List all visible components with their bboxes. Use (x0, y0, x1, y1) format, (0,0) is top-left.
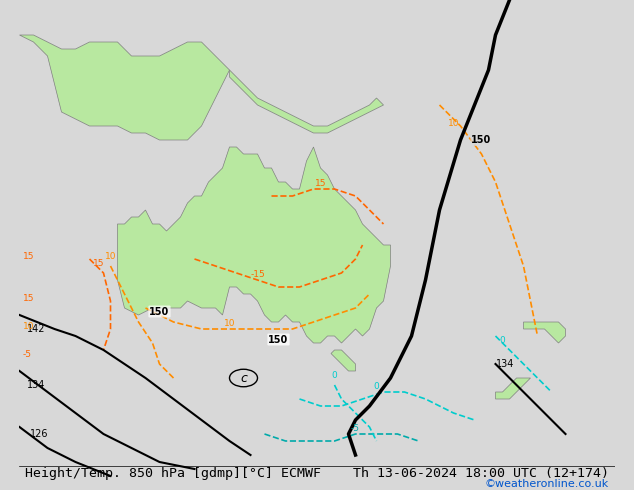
Text: 0: 0 (373, 382, 379, 391)
Text: 15: 15 (314, 178, 327, 188)
Text: 142: 142 (27, 324, 45, 334)
Text: -15: -15 (250, 270, 265, 278)
Text: 150: 150 (471, 135, 491, 145)
Polygon shape (524, 322, 566, 343)
Text: Th 13-06-2024 18:00 UTC (12+174): Th 13-06-2024 18:00 UTC (12+174) (353, 466, 609, 480)
Text: Height/Temp. 850 hPa [gdmp][°C] ECMWF: Height/Temp. 850 hPa [gdmp][°C] ECMWF (25, 466, 321, 480)
Polygon shape (117, 147, 391, 343)
Polygon shape (331, 350, 356, 371)
Text: 134: 134 (496, 359, 514, 369)
Text: 0: 0 (332, 371, 337, 380)
Text: c: c (240, 371, 247, 385)
Polygon shape (496, 378, 531, 399)
Text: ©weatheronline.co.uk: ©weatheronline.co.uk (484, 479, 609, 489)
Polygon shape (230, 70, 384, 133)
Text: 10: 10 (448, 119, 459, 128)
Text: 10: 10 (23, 322, 34, 331)
Text: 134: 134 (27, 380, 45, 390)
Text: 10: 10 (105, 252, 116, 261)
Text: -5: -5 (23, 350, 32, 359)
Text: 150: 150 (268, 335, 288, 344)
Text: 126: 126 (30, 429, 48, 439)
Polygon shape (20, 35, 230, 140)
Text: -5: -5 (351, 423, 360, 433)
Text: 15: 15 (23, 294, 34, 303)
Text: 150: 150 (150, 307, 170, 317)
Text: 0: 0 (500, 336, 505, 345)
Text: 15: 15 (93, 259, 105, 268)
Text: 15: 15 (23, 252, 34, 261)
Text: 10: 10 (224, 318, 235, 327)
